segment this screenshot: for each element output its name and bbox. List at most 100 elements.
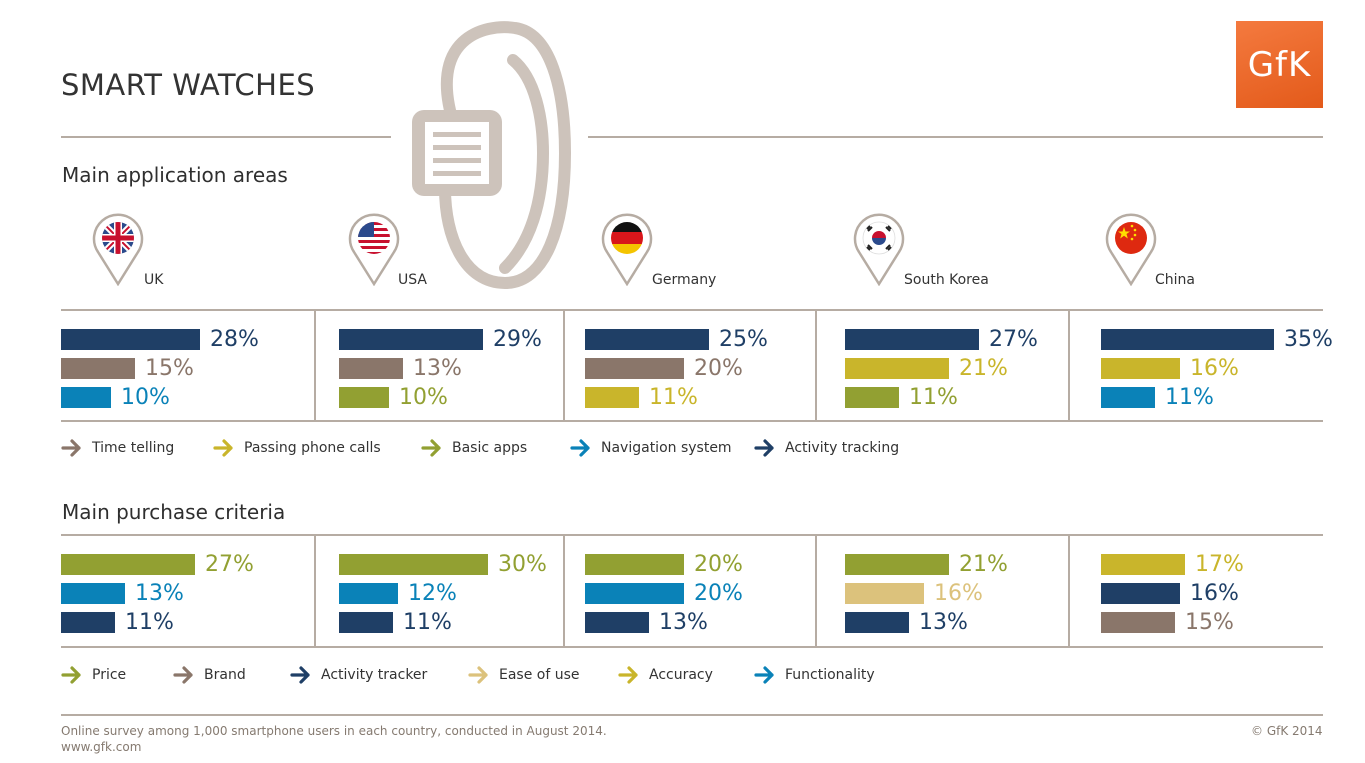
legend-label: Accuracy — [649, 667, 713, 683]
arrow-right-icon — [570, 439, 590, 457]
legend-label: Time telling — [92, 440, 175, 456]
legend-label: Navigation system — [601, 440, 732, 456]
country-label-china: China — [1155, 272, 1195, 288]
bar-label-germany-activity-tracker: 13% — [659, 610, 708, 635]
arrow-right-icon — [173, 666, 193, 684]
applications-col-sep — [563, 310, 565, 420]
bar-china-passing-phone-calls — [1101, 358, 1180, 379]
applications-bottom-rule — [61, 420, 1323, 422]
bar-label-china-passing-phone-calls: 16% — [1190, 356, 1239, 381]
bar-germany-price — [585, 554, 684, 575]
bar-germany-activity-tracker — [585, 612, 649, 633]
bar-china-accuracy — [1101, 554, 1185, 575]
arrow-right-icon — [618, 666, 638, 684]
bar-south-korea-activity-tracking — [845, 329, 979, 350]
country-label-germany: Germany — [652, 272, 717, 288]
legend-label: Price — [92, 667, 127, 683]
bar-label-uk-price: 27% — [205, 552, 254, 577]
bar-germany-time-telling — [585, 358, 684, 379]
china-flag-icon — [1105, 213, 1157, 286]
bar-south-korea-price — [845, 554, 949, 575]
arrow-right-icon — [213, 439, 233, 457]
bar-germany-activity-tracking — [585, 329, 709, 350]
arrow-right-icon — [468, 666, 488, 684]
footer-note: Online survey among 1,000 smartphone use… — [61, 724, 607, 738]
legend-item-passing-phone-calls: Passing phone calls — [213, 437, 381, 459]
legend-label: Activity tracking — [785, 440, 900, 456]
header-divider-left — [61, 136, 391, 138]
bar-china-activity-tracker — [1101, 583, 1180, 604]
bar-label-south-korea-ease-of-use: 16% — [934, 581, 983, 606]
bar-uk-activity-tracking — [61, 329, 200, 350]
bar-usa-activity-tracking — [339, 329, 483, 350]
legend-label: Functionality — [785, 667, 875, 683]
applications-col-sep — [815, 310, 817, 420]
bar-label-germany-activity-tracking: 25% — [719, 327, 768, 352]
purchase-top-rule — [61, 534, 1323, 536]
bar-label-south-korea-price: 21% — [959, 552, 1008, 577]
footer-copyright: © GfK 2014 — [1251, 724, 1323, 738]
bar-uk-price — [61, 554, 195, 575]
bar-label-south-korea-activity-tracker: 13% — [919, 610, 968, 635]
south-korea-flag-icon — [853, 213, 905, 286]
legend-item-basic-apps: Basic apps — [421, 437, 527, 459]
arrow-right-icon — [754, 666, 774, 684]
section-title-purchase: Main purchase criteria — [62, 500, 286, 524]
bar-label-china-brand: 15% — [1185, 610, 1234, 635]
country-label-south-korea: South Korea — [904, 272, 989, 288]
arrow-right-icon — [421, 439, 441, 457]
bar-label-usa-basic-apps: 10% — [399, 385, 448, 410]
gfk-logo-text: GfK — [1247, 44, 1312, 85]
legend-label: Brand — [204, 667, 246, 683]
bar-usa-price — [339, 554, 488, 575]
bar-label-uk-activity-tracker: 11% — [125, 610, 174, 635]
bar-label-usa-activity-tracker: 11% — [403, 610, 452, 635]
bar-germany-passing-phone-calls — [585, 387, 639, 408]
uk-flag-icon — [92, 213, 144, 286]
bar-south-korea-passing-phone-calls — [845, 358, 949, 379]
legend-item-accuracy: Accuracy — [618, 664, 713, 686]
arrow-right-icon — [61, 439, 81, 457]
bar-south-korea-basic-apps — [845, 387, 899, 408]
bar-label-germany-price: 20% — [694, 552, 743, 577]
bar-south-korea-ease-of-use — [845, 583, 924, 604]
footer-url[interactable]: www.gfk.com — [61, 740, 142, 754]
usa-flag-icon — [348, 213, 400, 286]
header-divider-right — [588, 136, 1323, 138]
arrow-right-icon — [754, 439, 774, 457]
arrow-right-icon — [290, 666, 310, 684]
bar-label-south-korea-activity-tracking: 27% — [989, 327, 1038, 352]
bar-label-usa-time-telling: 13% — [413, 356, 462, 381]
bar-usa-activity-tracker — [339, 612, 393, 633]
germany-flag-icon — [601, 213, 653, 286]
footer-rule — [61, 714, 1323, 716]
bar-china-navigation-system — [1101, 387, 1155, 408]
bar-uk-time-telling — [61, 358, 135, 379]
page-title: SMART WATCHES — [61, 68, 316, 102]
bar-label-germany-functionality: 20% — [694, 581, 743, 606]
legend-label: Basic apps — [452, 440, 528, 456]
purchase-col-sep — [1068, 535, 1070, 646]
bar-uk-functionality — [61, 583, 125, 604]
bar-label-usa-activity-tracking: 29% — [493, 327, 542, 352]
legend-item-activity-tracker: Activity tracker — [290, 664, 427, 686]
bar-usa-functionality — [339, 583, 398, 604]
legend-item-navigation-system: Navigation system — [570, 437, 732, 459]
bar-label-uk-activity-tracking: 28% — [210, 327, 259, 352]
arrow-right-icon — [61, 666, 81, 684]
smartwatch-icon — [412, 21, 572, 290]
legend-item-time-telling: Time telling — [61, 437, 174, 459]
legend-item-brand: Brand — [173, 664, 246, 686]
bar-germany-functionality — [585, 583, 684, 604]
bar-label-usa-functionality: 12% — [408, 581, 457, 606]
legend-label: Activity tracker — [321, 667, 428, 683]
bar-label-uk-navigation-system: 10% — [121, 385, 170, 410]
applications-col-sep — [314, 310, 316, 420]
applications-col-sep — [1068, 310, 1070, 420]
bar-uk-navigation-system — [61, 387, 111, 408]
legend-label: Passing phone calls — [244, 440, 381, 456]
bar-china-brand — [1101, 612, 1175, 633]
purchase-col-sep — [563, 535, 565, 646]
legend-item-activity-tracking: Activity tracking — [754, 437, 899, 459]
legend-item-functionality: Functionality — [754, 664, 875, 686]
